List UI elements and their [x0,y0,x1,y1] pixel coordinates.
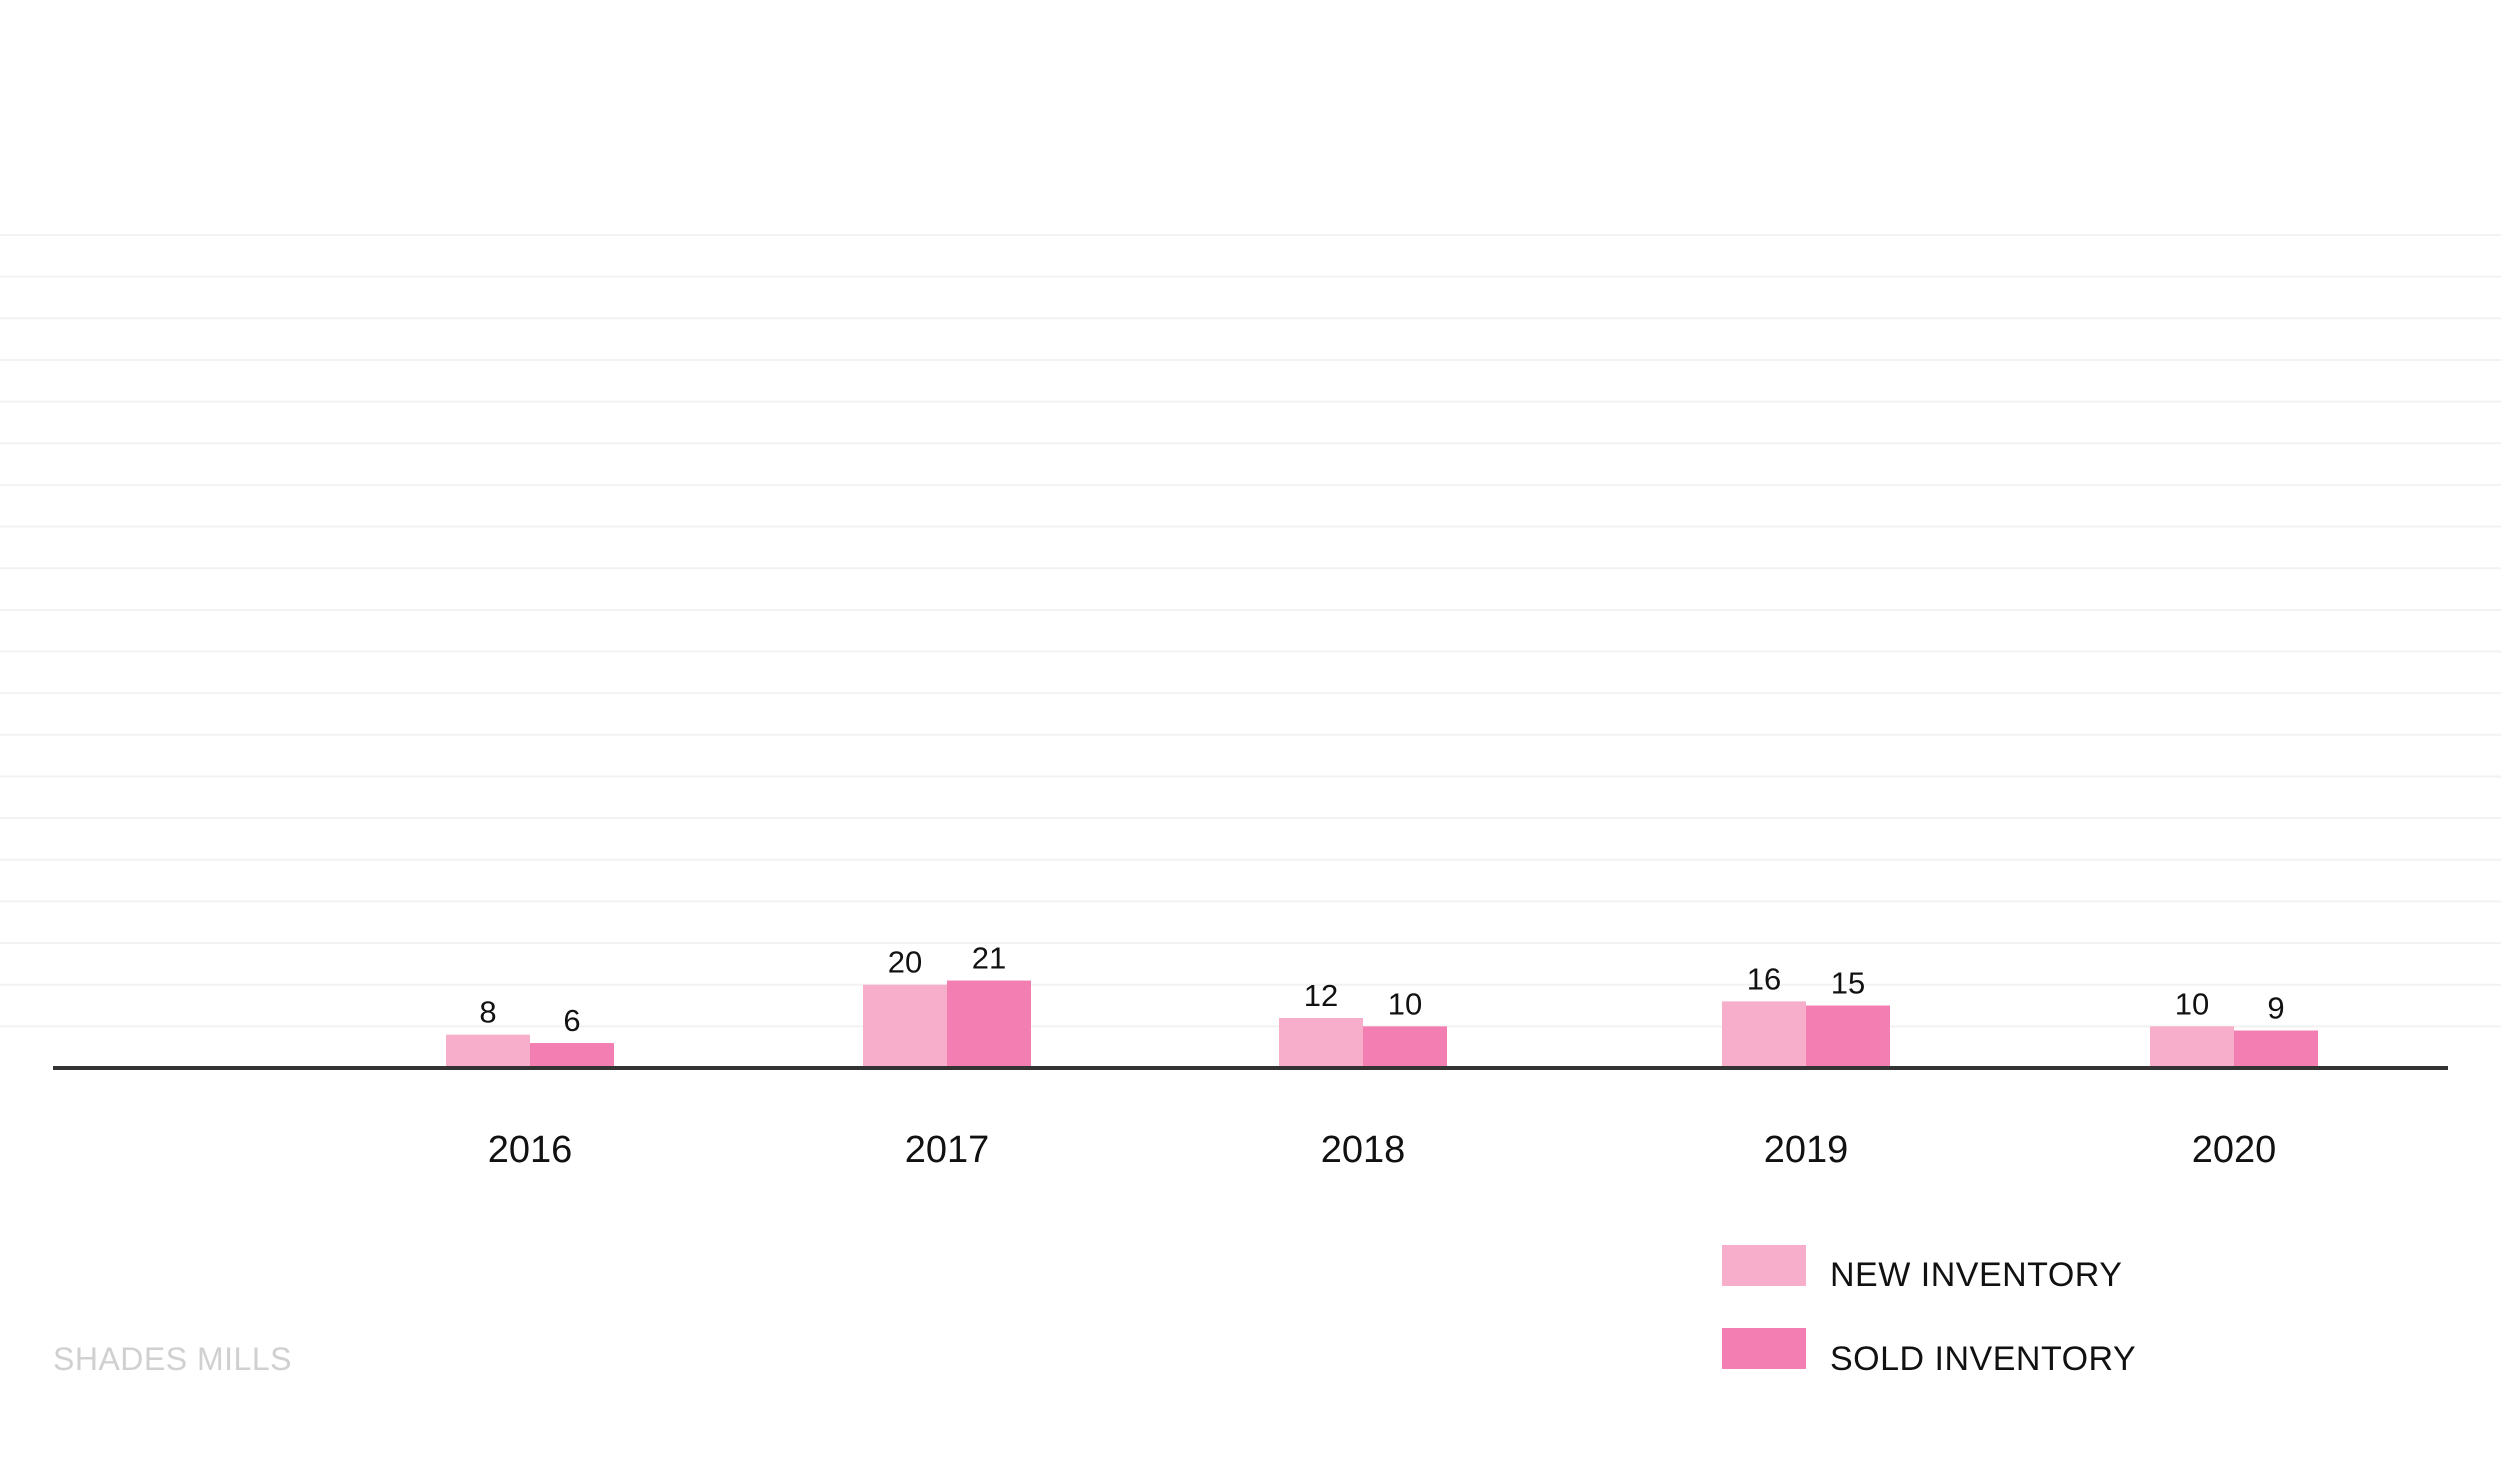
data-label-sold-inventory-2019: 15 [1831,966,1865,1001]
bar-sold-inventory-2017 [947,980,1031,1068]
bar-new-inventory-2017 [863,984,947,1068]
x-tick-label-2020: 2020 [2192,1129,2277,1171]
bars: 8 20 12 16 10 6 21 10 15 9 [446,941,2318,1068]
bar-sold-inventory-2019 [1806,1005,1890,1068]
bar-new-inventory-2018 [1279,1018,1363,1068]
x-tick-label-2017: 2017 [905,1129,990,1171]
bar-sold-inventory-2018 [1363,1026,1447,1068]
data-label-new-inventory-2019: 16 [1747,961,1781,996]
watermark: SHADES MILLS [53,1341,292,1377]
legend-swatch-new-inventory [1722,1245,1806,1286]
data-label-new-inventory-2016: 8 [479,995,496,1030]
legend: NEW INVENTORY SOLD INVENTORY [1722,1245,2136,1378]
bar-sold-inventory-2020 [2234,1030,2318,1068]
bar-sold-inventory-2016 [530,1043,614,1068]
bar-new-inventory-2016 [446,1034,530,1068]
bar-new-inventory-2019 [1722,1001,1806,1068]
x-tick-label-2018: 2018 [1321,1129,1406,1171]
grid-lines [0,234,2501,1028]
data-label-sold-inventory-2017: 21 [972,941,1006,976]
x-tick-labels: 2016 2017 2018 2019 2020 [488,1129,2277,1171]
x-tick-label-2019: 2019 [1764,1129,1849,1171]
data-label-new-inventory-2018: 12 [1304,978,1338,1013]
bar-new-inventory-2020 [2150,1026,2234,1068]
x-tick-label-2016: 2016 [488,1129,573,1171]
legend-swatch-sold-inventory [1722,1328,1806,1369]
data-label-sold-inventory-2018: 10 [1388,986,1422,1021]
data-label-new-inventory-2020: 10 [2175,986,2209,1021]
legend-label-new-inventory: NEW INVENTORY [1830,1256,2122,1294]
legend-label-sold-inventory: SOLD INVENTORY [1830,1340,2136,1378]
data-label-sold-inventory-2016: 6 [563,1003,580,1038]
data-label-new-inventory-2017: 20 [888,945,922,980]
data-label-sold-inventory-2020: 9 [2267,991,2284,1026]
